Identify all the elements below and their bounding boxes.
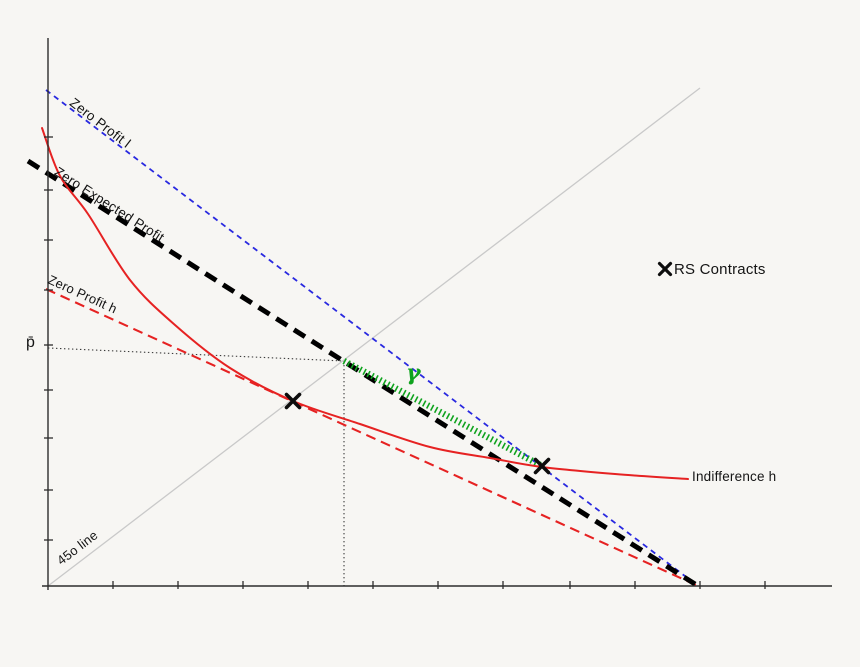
- zero-expected-profit-line: [26, 158, 700, 589]
- rs-contract-l-marker: [533, 457, 551, 475]
- indifference-h-curve: [41, 127, 689, 480]
- rs-contract-h-marker: [284, 392, 302, 410]
- rs-contracts-legend-label: RS Contracts: [674, 261, 766, 278]
- zero-profit-h-line: [45, 288, 699, 587]
- p-bar-axis-label: p̄: [26, 334, 36, 351]
- 45o-line-line: [47, 87, 701, 587]
- gamma-label: γ: [406, 360, 421, 386]
- zero-profit-l-line: [45, 89, 699, 587]
- p-bar-dotted-guide: [47, 347, 345, 362]
- rs-contract-l-marker-stroke: [533, 457, 551, 475]
- rs-contracts-legend-marker: [657, 261, 673, 277]
- rs-contract-h-marker-stroke: [284, 392, 302, 410]
- gamma-segment-line: [342, 358, 544, 469]
- indifference-h-label: Indifference h: [692, 469, 777, 484]
- rs-contracts-legend-marker-stroke: [657, 261, 673, 277]
